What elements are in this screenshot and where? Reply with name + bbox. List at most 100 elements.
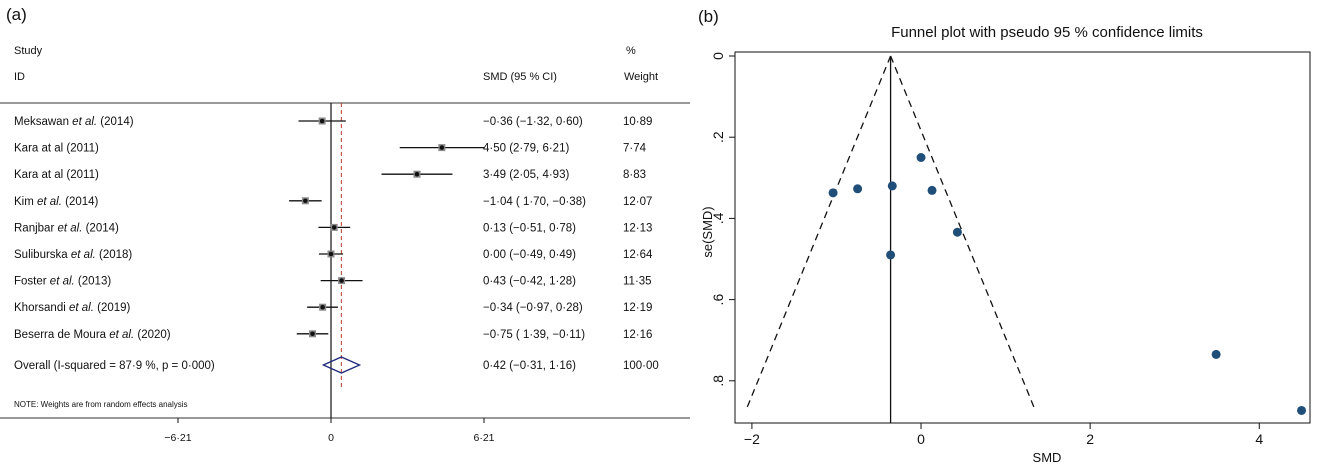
x-tick-label: 2 (1086, 431, 1094, 447)
x-tick-label: 6·21 (473, 432, 494, 444)
weight-value: 11·35 (623, 276, 652, 288)
funnel-plot-area: 0 .2 .4 .6 .8 −2 0 2 4 (710, 51, 1311, 447)
study-label: Beserra de Moura et al. (2020) (14, 329, 171, 341)
smd-ci-value: 0·43 (−0·42, 1·28) (483, 276, 576, 288)
study-label-author: Khorsandi (14, 302, 69, 314)
study-label: Ranjbar et al. (2014) (14, 222, 119, 234)
y-tick-label: .2 (710, 131, 726, 143)
study-label-etal: et al. (50, 276, 75, 288)
study-row: Beserra de Moura et al. (2020) −0·75 ( 1·… (14, 329, 652, 341)
weights-note: NOTE: Weights are from random effects an… (14, 400, 188, 409)
study-label-author: Meksawan (14, 116, 72, 128)
study-label: Meksawan et al. (2014) (14, 116, 134, 128)
smd-ci-value: −0·34 (−0·97, 0·28) (483, 302, 583, 314)
study-point (916, 153, 926, 162)
smd-ci-value: 0·13 (−0·51, 0·78) (483, 222, 576, 234)
y-tick-label: 0 (710, 52, 726, 60)
study-row: Kara at al (2011) 3·49 (2·05, 4·93) 8·83 (14, 169, 646, 181)
y-tick-label: .8 (710, 375, 726, 387)
study-label-author: Foster (14, 276, 50, 288)
smd-ci-value: 3·49 (2·05, 4·93) (483, 169, 569, 181)
study-label-year: (2019) (94, 302, 131, 314)
study-label-etal: et al. (37, 196, 62, 208)
x-tick-label: 4 (1255, 431, 1263, 447)
weight-value: 8·83 (623, 169, 646, 181)
funnel-y-label: se(SMD) (700, 206, 715, 257)
smd-ci-value: −1·04 ( 1·70, −0·38) (483, 196, 586, 208)
study-label-year: (2014) (97, 116, 134, 128)
smd-ci-value: −0·36 (−1·32, 0·60) (483, 116, 583, 128)
study-label-author: Suliburska (14, 249, 71, 261)
study-label-author: Kara at al (2011) (14, 169, 99, 181)
y-tick-label: .6 (710, 294, 726, 306)
study-label-etal: et al. (72, 116, 97, 128)
study-row: Kara at al (2011) 4·50 (2·79, 6·21) 7·74 (14, 143, 647, 155)
point-estimate (339, 278, 344, 283)
study-label-year: (2013) (75, 276, 112, 288)
study-row: Ranjbar et al. (2014) 0·13 (−0·51, 0·78) 1… (14, 222, 652, 234)
x-tick-label: 0 (917, 431, 925, 447)
study-point (828, 188, 838, 198)
study-label: Khorsandi et al. (2019) (14, 302, 131, 314)
header-weight: Weight (624, 71, 658, 83)
point-estimate (303, 198, 308, 204)
study-label-etal: et al. (71, 249, 96, 261)
study-label-author: Beserra de Moura (14, 329, 109, 341)
header-study: Study (14, 45, 43, 57)
point-estimate (319, 118, 325, 124)
x-tick-label: 0 (328, 432, 334, 444)
study-point (952, 227, 962, 237)
study-label-etal: et al. (57, 222, 82, 234)
study-row: Foster et al. (2013) 0·43 (−0·42, 1·28) 11… (14, 276, 652, 288)
ci-limit-right (889, 55, 1036, 410)
overall-row: Overall (I-squared = 87·9 %, p = 0·000) 0… (14, 356, 659, 374)
study-point (853, 184, 863, 194)
weight-value: 10·89 (623, 116, 652, 128)
study-label: Suliburska et al. (2018) (14, 249, 132, 261)
panel-a-label: (a) (6, 5, 27, 24)
x-tick-label: −6·21 (164, 432, 191, 444)
point-estimate (328, 251, 334, 257)
point-estimate (439, 145, 445, 150)
smd-ci-value: −0·75 ( 1·39, −0·11) (483, 329, 585, 341)
y-tick-label: .4 (710, 212, 726, 224)
study-label: Kara at al (2011) (14, 143, 99, 155)
study-label-author: Kim (14, 196, 37, 208)
funnel-plot-panel: (b) Funnel plot with pseudo 95 % confide… (690, 0, 1325, 466)
weight-value: 12·19 (623, 302, 652, 314)
study-point (1297, 405, 1307, 415)
study-row: Kim et al. (2014) −1·04 ( 1·70, −0·38) 12·… (14, 196, 652, 208)
study-label-author: Ranjbar (14, 222, 57, 234)
ci-limit-left (745, 55, 892, 410)
header-percent: % (626, 45, 636, 57)
study-label-year: (2020) (134, 329, 171, 341)
funnel-title: Funnel plot with pseudo 95 % confidence … (891, 24, 1203, 41)
panel-b-label: (b) (698, 7, 719, 26)
study-label: Foster et al. (2013) (14, 276, 111, 288)
weight-value: 12·07 (623, 196, 652, 208)
weight-value: 12·16 (623, 329, 652, 341)
point-estimate (331, 225, 337, 230)
point-estimate (310, 331, 315, 337)
study-point (1211, 349, 1221, 359)
overall-label: Overall (I-squared = 87·9 %, p = 0·000) (14, 360, 215, 372)
forest-axis: −6·21 0 6·21 (164, 103, 495, 444)
study-label: Kara at al (2011) (14, 169, 99, 181)
overall-diamond (321, 356, 362, 374)
study-row: Suliburska et al. (2018) 0·00 (−0·49, 0·4… (14, 249, 653, 261)
study-label-year: (2014) (82, 222, 119, 234)
point-estimate (414, 171, 420, 177)
header-smd-ci: SMD (95 % CI) (483, 71, 557, 83)
header-id: ID (14, 71, 25, 83)
weight-value: 7·74 (623, 143, 647, 155)
study-point (887, 181, 897, 191)
weight-value: 12·13 (623, 222, 652, 234)
funnel-x-label: SMD (1033, 450, 1062, 465)
forest-plot: (a) Study ID SMD (95 % CI) % Weight NOTE… (0, 5, 690, 444)
study-label-year: (2018) (96, 249, 133, 261)
weight-value: 12·64 (623, 249, 653, 261)
study-label: Kim et al. (2014) (14, 196, 99, 208)
overall-smd-ci: 0·42 (−0·31, 1·16) (483, 360, 576, 372)
study-point (886, 250, 896, 260)
point-estimate (320, 304, 325, 310)
